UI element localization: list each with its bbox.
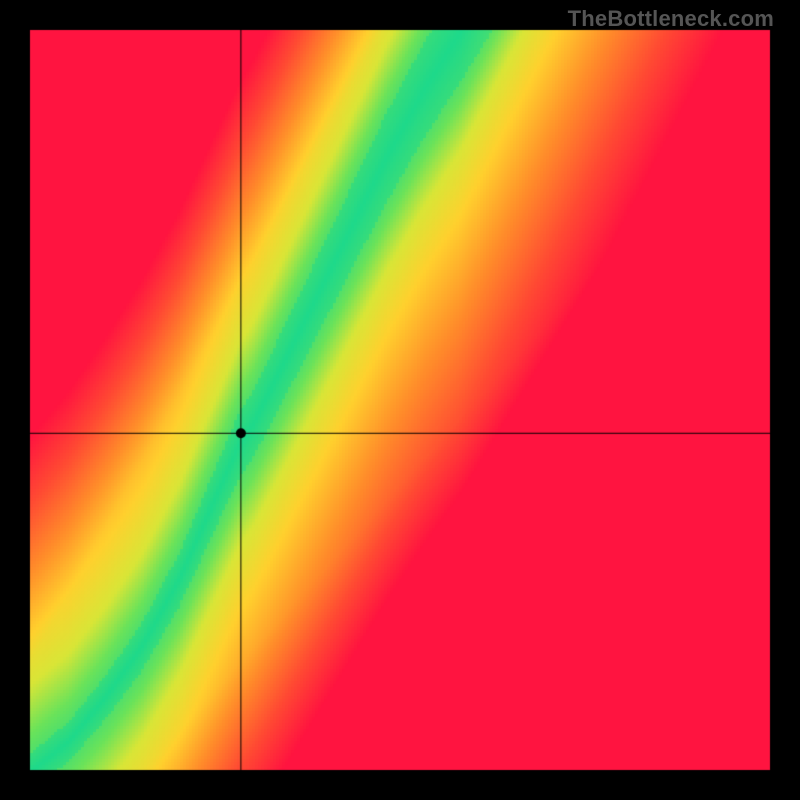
bottleneck-heatmap bbox=[0, 0, 800, 800]
watermark-text: TheBottleneck.com bbox=[568, 6, 774, 32]
